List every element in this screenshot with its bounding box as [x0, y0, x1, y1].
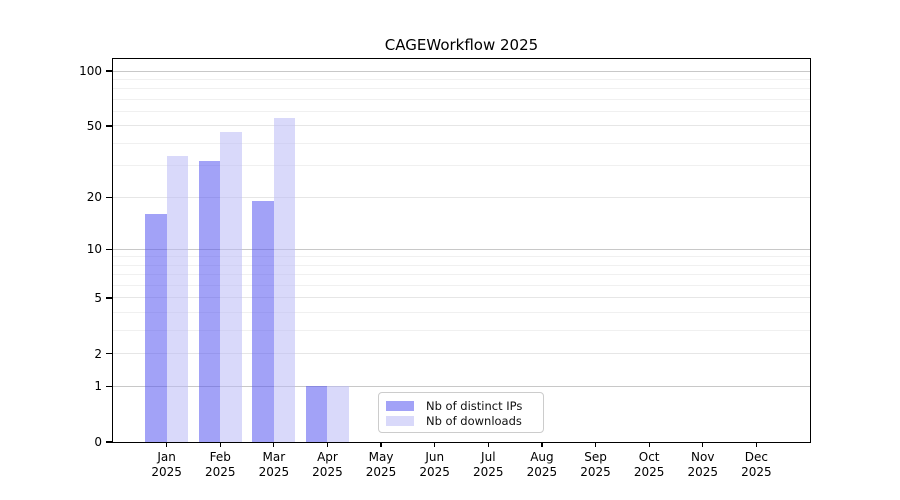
- gridline-decade-100: [113, 70, 810, 72]
- bar-distinct-ips-jan-2025: [145, 214, 167, 442]
- gridline-minor-90: [113, 78, 810, 80]
- legend-item-downloads: Nb of downloads: [386, 413, 535, 428]
- y-tick-mark-10: [106, 248, 112, 250]
- gridline-minor-8: [113, 264, 810, 266]
- y-tick-mark-100: [106, 70, 112, 72]
- x-tick-mark-dec-2025: [755, 442, 757, 447]
- legend-label-downloads: Nb of downloads: [426, 413, 522, 428]
- x-tick-label-jul-2025: Jul 2025: [473, 450, 504, 479]
- y-tick-label-2: 2: [94, 346, 102, 361]
- gridline-decade-1: [113, 385, 810, 387]
- x-tick-mark-jun-2025: [434, 442, 436, 447]
- gridline-labeled-5: [113, 297, 810, 299]
- gridline-labeled-2: [113, 353, 810, 355]
- x-tick-label-may-2025: May 2025: [365, 450, 397, 479]
- y-tick-label-5: 5: [94, 290, 102, 305]
- y-tick-label-1: 1: [94, 379, 102, 394]
- plot-area: 100 50 20 10 5 2 1 0 Jan 2025 Feb 2025 Mar 2025 Ap…: [79, 58, 811, 479]
- gridline-minor-9: [113, 256, 810, 258]
- bar-distinct-ips-mar-2025: [252, 201, 274, 442]
- gridline-minor-60: [113, 111, 810, 113]
- x-tick-label-aug-2025: Aug 2025: [526, 450, 558, 479]
- x-tick-label-feb-2025: Feb 2025: [204, 450, 236, 479]
- gridline-minor-70: [113, 98, 810, 100]
- legend-swatch-downloads: [386, 415, 414, 426]
- y-tick-mark-2: [106, 352, 112, 355]
- y-tick-mark-1: [106, 385, 112, 387]
- x-tick-mark-may-2025: [380, 442, 382, 447]
- y-tick-label-10: 10: [86, 242, 102, 257]
- x-tick-label-jun-2025: Jun 2025: [419, 450, 450, 479]
- x-tick-mark-mar-2025: [273, 442, 275, 447]
- legend: Nb of distinct IPs Nb of downloads: [378, 392, 544, 433]
- bar-downloads-jan-2025: [166, 156, 189, 442]
- y-tick-mark-5: [106, 297, 112, 299]
- y-tick-label-0: 0: [94, 435, 102, 449]
- y-tick-mark-20: [106, 196, 112, 198]
- x-tick-mark-aug-2025: [541, 442, 543, 447]
- bar-downloads-mar-2025: [273, 118, 296, 442]
- x-tick-label-dec-2025: Dec 2025: [741, 450, 772, 479]
- x-tick-mark-jan-2025: [166, 442, 168, 447]
- x-tick-label-sep-2025: Sep 2025: [580, 450, 611, 479]
- gridline-minor-80: [113, 88, 810, 90]
- x-tick-mark-nov-2025: [702, 442, 704, 447]
- chart-title: CAGEWorkflow 2025: [384, 36, 539, 54]
- y-tick-mark-0: [106, 441, 112, 443]
- legend-item-distinct-ips: Nb of distinct IPs: [386, 398, 535, 413]
- x-tick-label-mar-2025: Mar 2025: [258, 450, 290, 479]
- y-tick-mark-50: [106, 125, 112, 127]
- legend-swatch-distinct-ips: [386, 400, 414, 411]
- bar-distinct-ips-feb-2025: [198, 160, 221, 442]
- gridline-minor-6: [113, 285, 810, 287]
- x-tick-mark-apr-2025: [326, 442, 329, 447]
- x-tick-mark-jul-2025: [487, 442, 489, 447]
- x-tick-mark-oct-2025: [648, 442, 650, 447]
- bar-downloads-apr-2025: [327, 386, 349, 442]
- x-tick-label-jan-2025: Jan 2025: [151, 450, 182, 479]
- y-tick-label-50: 50: [86, 118, 102, 133]
- x-tick-label-nov-2025: Nov 2025: [687, 450, 719, 479]
- legend-label-distinct-ips: Nb of distinct IPs: [426, 398, 523, 413]
- gridline-minor-30: [113, 165, 810, 167]
- y-tick-label-20: 20: [86, 190, 102, 205]
- gridline-minor-40: [113, 142, 810, 144]
- gridline-labeled-20: [113, 196, 810, 198]
- gridline-minor-7: [113, 274, 810, 276]
- x-tick-label-oct-2025: Oct 2025: [633, 450, 665, 479]
- gridline-minor-3: [113, 330, 810, 332]
- x-tick-label-apr-2025: Apr 2025: [312, 450, 343, 479]
- bar-downloads-feb-2025: [220, 132, 242, 442]
- y-tick-label-100: 100: [79, 64, 102, 78]
- bar-distinct-ips-apr-2025: [305, 386, 328, 442]
- gridline-labeled-50: [113, 125, 810, 127]
- gridline-decade-10: [113, 248, 810, 250]
- x-tick-mark-feb-2025: [219, 442, 221, 447]
- x-tick-mark-sep-2025: [594, 442, 597, 447]
- gridline-minor-4: [113, 312, 810, 314]
